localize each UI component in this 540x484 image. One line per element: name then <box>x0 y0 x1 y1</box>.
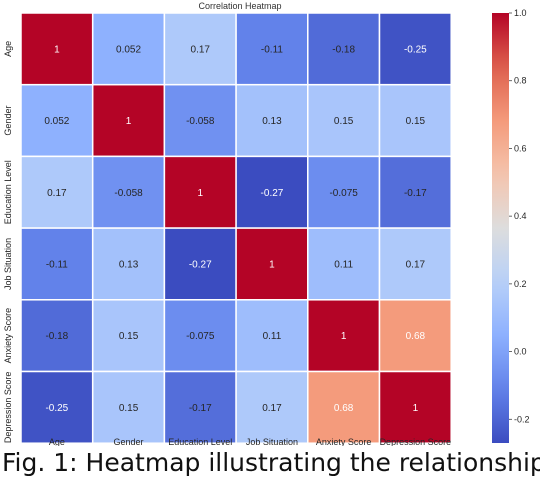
cell-value-label: 0.15 <box>406 116 426 127</box>
heatmap-cell <box>91 155 166 229</box>
y-axis-labels: Age Gender Education Level Job Situation Anx… <box>3 41 13 443</box>
colorbar-gradient <box>492 13 509 443</box>
chart-title: Correlation Heatmap <box>198 1 281 11</box>
heatmap-cell <box>378 370 452 444</box>
cell-value-label: -0.27 <box>261 188 284 199</box>
x-tick-label: Depression Score <box>380 437 452 446</box>
cell-value-label: -0.25 <box>404 44 427 55</box>
cell-value-label: 0.13 <box>262 116 282 127</box>
x-tick-label: Age <box>49 437 65 446</box>
heatmap-cell <box>307 155 381 229</box>
cell-value-label: 0.15 <box>334 116 354 127</box>
cell-value-label: 0.17 <box>191 44 211 55</box>
colorbar-tick-label: 1.0 <box>514 8 527 18</box>
cell-value-label: -0.18 <box>45 331 68 342</box>
colorbar-tick-label: 0.0 <box>514 347 527 357</box>
heatmap-cell <box>378 12 452 86</box>
correlation-heatmap: Correlation Heatmap 1 0.052 0.17 -0.11 -0.18… <box>3 1 530 446</box>
x-tick-label: Gender <box>114 437 144 446</box>
heatmap-cell <box>20 227 94 301</box>
cell-value-label: 0.052 <box>116 44 141 55</box>
heatmap-cell <box>235 299 309 373</box>
y-tick-label: Anxiety Score <box>3 308 13 364</box>
colorbar-tick-label: 0.4 <box>514 211 527 221</box>
x-tick-label: Education Level <box>168 437 232 446</box>
y-tick-label: Job Situation <box>3 238 13 290</box>
cell-value-label: -0.11 <box>261 44 283 55</box>
heatmap-cell <box>235 227 309 301</box>
cell-value-label: 0.17 <box>406 259 426 270</box>
x-tick-label: Job Situation <box>246 437 298 446</box>
heatmap-cell <box>307 227 381 301</box>
cell-value-label: 1 <box>269 259 275 270</box>
cell-value-label: -0.11 <box>46 259 68 270</box>
heatmap-cell <box>235 370 309 444</box>
heatmap-cell <box>235 83 309 158</box>
heatmap-cell <box>378 155 452 229</box>
cell-value-label: 1 <box>413 403 419 414</box>
cell-value-label: -0.058 <box>186 116 215 127</box>
colorbar: 1.0 0.8 0.6 0.4 0.2 0.0 -0.2 <box>492 8 530 443</box>
heatmap-cell <box>91 83 166 158</box>
colorbar-tick-label: 0.2 <box>514 279 527 289</box>
cell-value-label: 1 <box>54 44 60 55</box>
heatmap-cell <box>307 299 381 373</box>
heatmap-cell <box>307 370 381 444</box>
x-axis-labels: Age Gender Education Level Job Situation Anx… <box>49 437 451 446</box>
colorbar-tick-label: 0.6 <box>514 143 527 153</box>
heatmap-cell-labels: 1 0.052 0.17 -0.11 -0.18 -0.25 0.052 1 -0.058 0.1… <box>44 44 427 414</box>
cell-value-label: -0.075 <box>186 331 215 342</box>
heatmap-cells <box>20 12 452 444</box>
cell-value-label: 0.11 <box>334 259 353 270</box>
cell-value-label: -0.25 <box>45 403 68 414</box>
heatmap-cell <box>378 83 452 158</box>
heatmap-cell <box>163 299 237 373</box>
heatmap-cell <box>163 227 237 301</box>
y-tick-label: Age <box>3 41 13 57</box>
heatmap-cell <box>91 12 166 86</box>
cell-value-label: -0.075 <box>329 188 358 199</box>
cell-value-label: -0.18 <box>332 44 355 55</box>
x-tick-label: Anxiety Score <box>316 437 372 446</box>
heatmap-cell <box>378 227 452 301</box>
cell-value-label: 0.15 <box>119 331 139 342</box>
cell-value-label: 1 <box>197 188 203 199</box>
y-tick-label: Gender <box>3 106 13 136</box>
cell-value-label: 0.68 <box>406 331 426 342</box>
cell-value-label: 0.052 <box>44 116 69 127</box>
cell-value-label: -0.058 <box>114 188 143 199</box>
cell-value-label: 0.15 <box>119 403 139 414</box>
heatmap-cell <box>20 370 94 444</box>
cell-value-label: 0.17 <box>47 188 67 199</box>
heatmap-cell <box>20 12 94 86</box>
colorbar-tick-label: 0.8 <box>514 76 527 86</box>
cell-value-label: 1 <box>341 331 347 342</box>
cell-value-label: 0.68 <box>334 403 354 414</box>
cell-value-label: -0.17 <box>404 188 427 199</box>
figure-caption: Fig. 1: Heatmap illustrating the relatio… <box>2 448 540 477</box>
cell-value-label: 1 <box>126 116 132 127</box>
cell-value-label: 0.17 <box>262 403 282 414</box>
y-tick-label: Depression Score <box>3 372 13 444</box>
heatmap-cell <box>163 12 237 86</box>
cell-value-label: -0.17 <box>189 403 212 414</box>
y-tick-label: Education Level <box>3 160 13 224</box>
heatmap-cell <box>235 155 309 229</box>
heatmap-cell <box>378 299 452 373</box>
cell-value-label: 0.13 <box>119 259 139 270</box>
colorbar-tick-label: -0.2 <box>514 414 530 424</box>
cell-value-label: -0.27 <box>189 259 212 270</box>
heatmap-cell <box>91 227 166 301</box>
cell-value-label: 0.11 <box>263 331 282 342</box>
